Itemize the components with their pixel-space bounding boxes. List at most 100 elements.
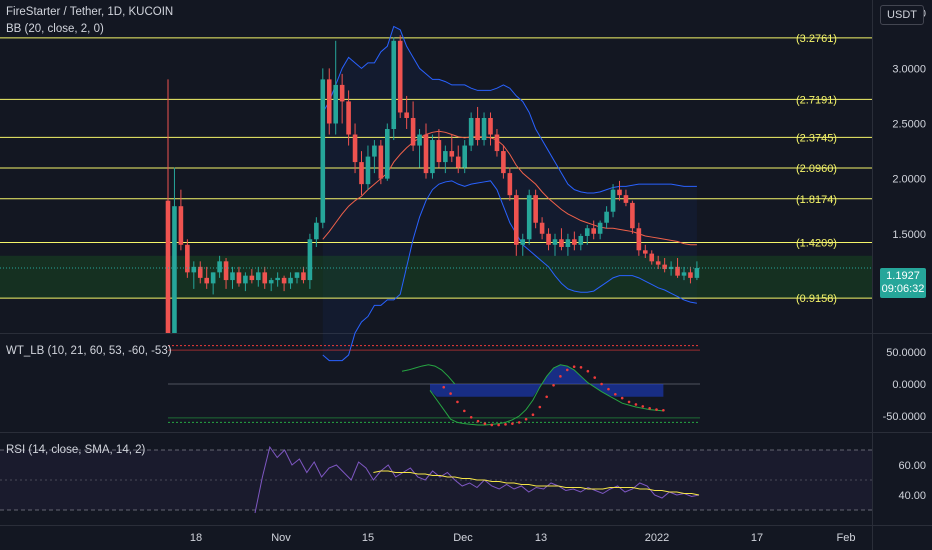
wt2-dot: [600, 382, 603, 386]
wt2-dot: [593, 376, 597, 379]
wt2-dot: [579, 366, 583, 369]
wt-axis-tick: -50.0000: [883, 411, 926, 423]
wt2-dot: [620, 396, 624, 400]
time-axis-label: Nov: [271, 532, 291, 544]
wt2-dot: [476, 419, 480, 423]
fib-level-label: (3.2761): [796, 33, 837, 45]
candle-body: [526, 195, 532, 240]
last-price-tag: 1.1927 09:06:32: [880, 268, 926, 298]
wt2-dot: [572, 365, 576, 369]
wt2-dot: [662, 408, 665, 412]
bb-upper-line: [322, 25, 697, 194]
wt2-dot: [531, 413, 535, 417]
candle-body: [430, 140, 435, 174]
wt2-dot: [627, 400, 631, 404]
wt2-dot: [586, 369, 590, 373]
candle-body: [630, 202, 635, 229]
wt-indicator-legend[interactable]: WT_LB (10, 21, 60, 53, -60, -53): [6, 345, 172, 357]
candle-body: [443, 151, 448, 163]
candle-body: [191, 266, 197, 273]
candle-body: [681, 272, 687, 276]
candle-body: [449, 151, 455, 157]
candle-body: [391, 40, 397, 130]
time-axis-label: Feb: [837, 532, 856, 544]
candle-body: [494, 134, 500, 152]
candle-body: [417, 134, 422, 146]
fib-level-label: (1.4209): [796, 237, 837, 249]
price-axis-tick: 2.5000: [892, 118, 926, 130]
rsi-ma-line: [373, 470, 700, 496]
candle-body: [307, 239, 313, 281]
candle-body: [436, 140, 442, 163]
candle-body: [275, 277, 280, 281]
candle-body: [572, 239, 577, 245]
candle-body: [268, 280, 274, 284]
wt2-dot: [634, 403, 638, 406]
candle-body: [365, 156, 371, 185]
candle-body: [185, 244, 190, 273]
candle-body: [481, 117, 487, 141]
candle-body: [230, 272, 235, 281]
wt-axis-tick: 0.0000: [892, 379, 926, 391]
candle-body: [294, 272, 300, 278]
candle-body: [223, 261, 229, 281]
candle-body: [546, 233, 551, 245]
candle-body: [339, 84, 345, 102]
rsi-line: [254, 445, 700, 514]
candle-body: [468, 117, 474, 146]
candle-body: [688, 272, 693, 278]
candle-body: [314, 222, 319, 240]
wt2-dot: [565, 368, 569, 372]
wt2-dot: [552, 383, 555, 387]
candle-body: [655, 261, 661, 265]
wt2-dot: [497, 423, 500, 427]
wt2-dot: [545, 395, 548, 399]
candle-body: [326, 79, 332, 124]
candle-body: [565, 239, 571, 247]
candle-body: [333, 84, 338, 124]
price-axis-tick: 3.0000: [892, 63, 926, 75]
candle-body: [694, 267, 700, 278]
candle-body: [597, 222, 603, 234]
candle-body: [668, 266, 674, 270]
wt1-line: [429, 364, 664, 426]
rsi-indicator-legend[interactable]: RSI (14, close, SMA, 14, 2): [6, 444, 146, 456]
candle-body: [249, 275, 255, 281]
wt2-dot: [483, 422, 487, 425]
wt2-dot: [442, 385, 446, 389]
candle-body: [578, 235, 584, 245]
candle-body: [662, 264, 667, 270]
candle-body: [462, 145, 467, 168]
candle-body: [533, 195, 538, 223]
fib-level-label: (1.8174): [796, 194, 837, 206]
time-axis-label: 13: [535, 532, 547, 544]
candle-body: [539, 222, 545, 234]
price-axis-tick: 2.0000: [892, 174, 926, 186]
bb-indicator-legend[interactable]: BB (20, close, 2, 0): [6, 23, 104, 35]
wt2-dot: [607, 387, 610, 391]
candle-body: [520, 239, 526, 245]
candle-body: [178, 206, 184, 245]
price-axis-tick: 1.5000: [892, 229, 926, 241]
price-zone: [0, 255, 872, 299]
wt2-dot: [469, 415, 473, 419]
wt-early-line: [401, 364, 456, 385]
candle-body: [610, 189, 616, 212]
candle-body: [552, 239, 558, 245]
wt2-dot: [641, 405, 645, 408]
wt2-dot: [538, 405, 542, 409]
wt-axis-tick: 50.0000: [886, 347, 926, 359]
candle-body: [559, 239, 564, 247]
candle-body: [591, 228, 596, 234]
wt2-dot: [648, 407, 651, 410]
candle-body: [301, 272, 306, 281]
candle-body: [243, 275, 248, 284]
currency-button[interactable]: USDT: [880, 5, 924, 25]
candle-body: [623, 195, 629, 203]
wt2-dot: [456, 400, 459, 404]
candle-body: [346, 101, 351, 135]
candle-body: [404, 112, 409, 118]
candle-body: [675, 266, 680, 276]
wt2-dot: [517, 421, 521, 424]
